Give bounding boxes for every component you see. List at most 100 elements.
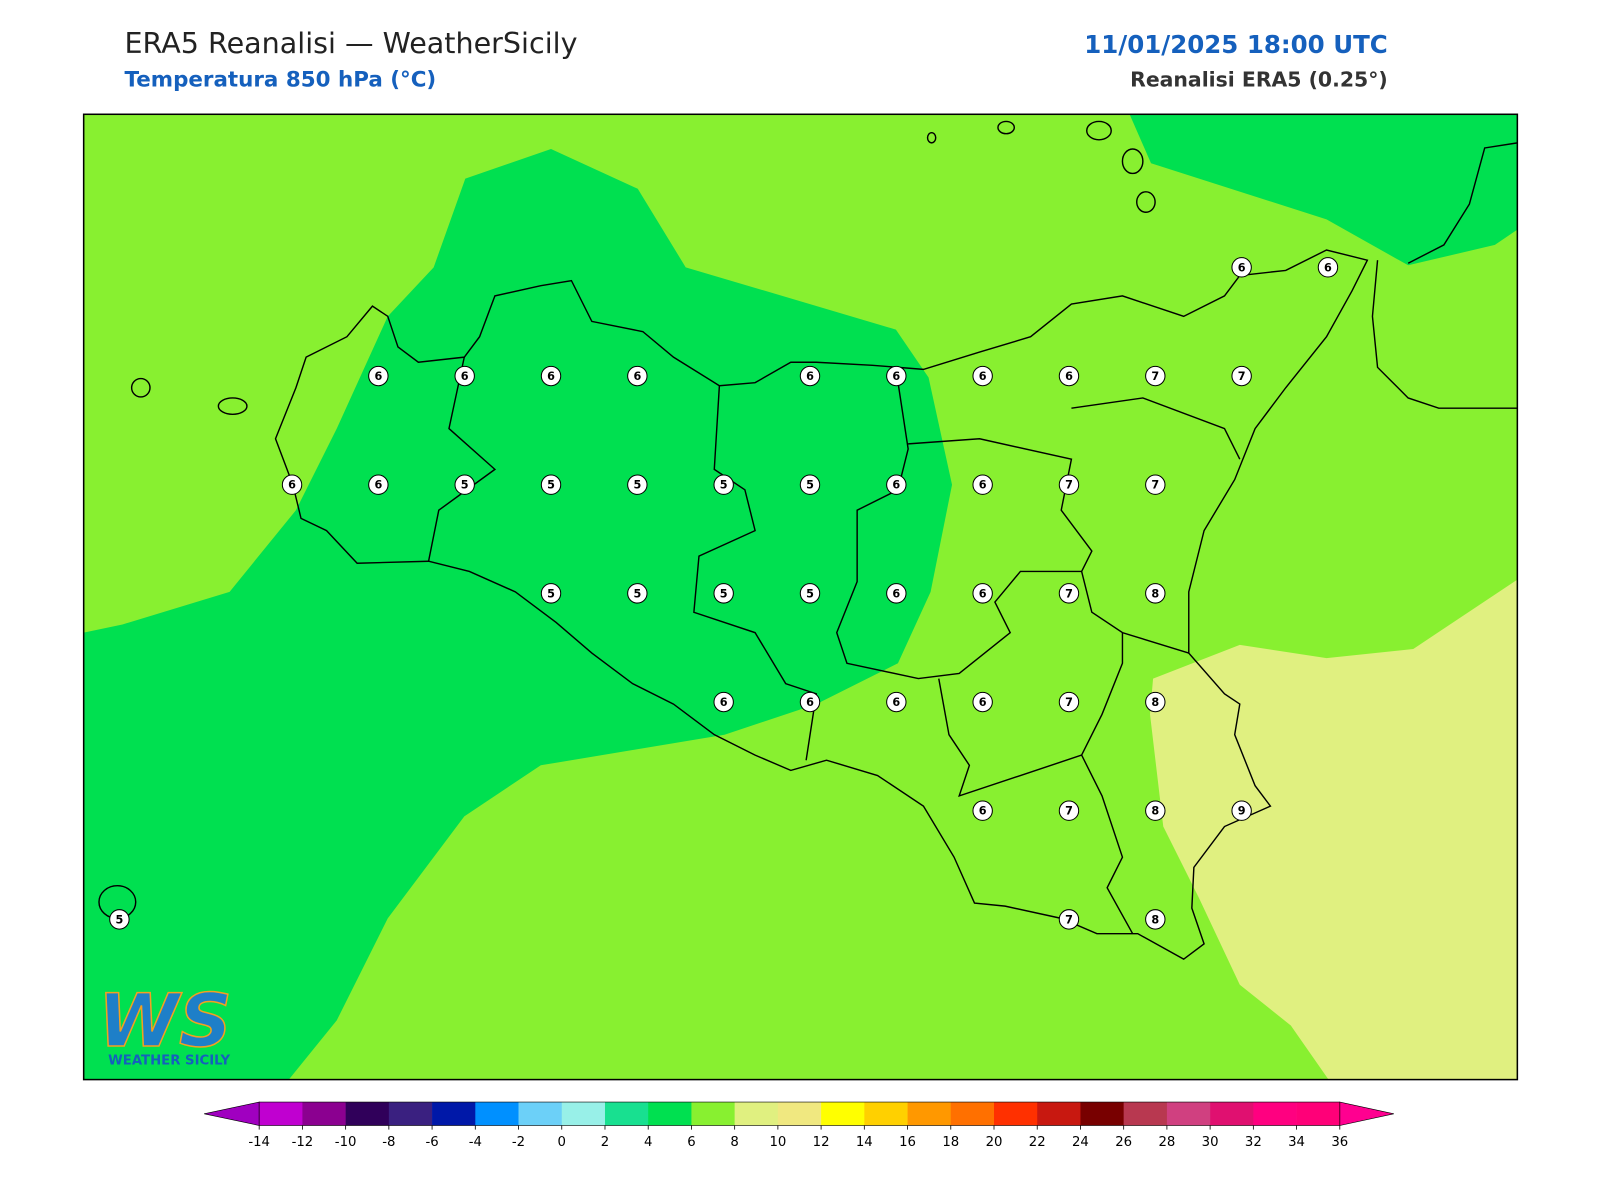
station-value: 7 (1151, 479, 1159, 492)
station-value: 6 (979, 587, 987, 600)
station: 7 (1058, 800, 1080, 821)
colorbar-bin (259, 1102, 303, 1126)
station-dot (886, 474, 907, 495)
station-dot (1058, 474, 1080, 495)
station-value: 6 (806, 696, 814, 709)
island (997, 120, 1015, 135)
station-value: 5 (115, 913, 123, 926)
station-value: 9 (1238, 805, 1246, 818)
colorbar-bin (994, 1102, 1038, 1126)
colorbar-tick-label: 14 (856, 1135, 873, 1150)
colorbar-bin (1210, 1102, 1254, 1126)
logo-mark: WS (98, 979, 232, 1064)
station: 7 (1145, 474, 1166, 495)
station-value: 6 (461, 370, 469, 383)
colorbar-tick-label: -14 (248, 1135, 270, 1150)
station-dot (109, 909, 130, 930)
station-dot (281, 474, 303, 495)
station-value: 5 (633, 479, 641, 492)
station: 6 (627, 365, 648, 387)
station-dot (1231, 365, 1252, 387)
station: 6 (281, 474, 303, 495)
station-value: 5 (547, 479, 555, 492)
colorbar-bin (907, 1102, 952, 1126)
island (1136, 191, 1156, 213)
island (1086, 120, 1112, 141)
station-value: 7 (1065, 913, 1073, 926)
station-value: 6 (979, 805, 987, 818)
station-dot (799, 474, 821, 495)
station-value: 6 (374, 370, 382, 383)
colorbar-bin (388, 1102, 433, 1126)
colorbar-bin (1123, 1102, 1168, 1126)
station: 6 (454, 365, 475, 387)
colorbar-tick-label: -8 (382, 1135, 395, 1150)
colorbar-tick-label: 10 (769, 1135, 786, 1150)
station-value: 6 (892, 587, 900, 600)
station-dot (368, 474, 389, 495)
colorbar-bin (475, 1102, 519, 1126)
station-value: 5 (806, 479, 814, 492)
station-dot (540, 474, 562, 495)
station-value: 7 (1065, 479, 1073, 492)
station-dot (799, 691, 821, 713)
station-value: 6 (288, 479, 296, 492)
station-dot (1145, 365, 1166, 387)
station-value: 6 (892, 696, 900, 709)
station: 9 (1231, 800, 1252, 821)
station-dot (713, 474, 734, 495)
coastline (274, 249, 1369, 961)
colorbar-over (1339, 1101, 1394, 1126)
station: 5 (713, 583, 734, 604)
field-zone (1129, 114, 1518, 266)
station: 6 (972, 691, 993, 713)
station-value: 7 (1238, 370, 1246, 383)
station-dot (627, 583, 648, 604)
station: 6 (886, 583, 907, 604)
station-dot (1058, 909, 1080, 930)
station-dot (799, 583, 821, 604)
station: 5 (627, 583, 648, 604)
colorbar-tick-label: 0 (558, 1135, 566, 1150)
station-dot (1145, 909, 1166, 930)
colorbar-tick-label: 16 (899, 1135, 916, 1150)
station: 8 (1145, 800, 1166, 821)
station: 6 (368, 365, 389, 387)
colorbar-tick-label: 32 (1245, 1135, 1262, 1150)
colorbar-tick-label: 30 (1202, 1135, 1219, 1150)
station: 6 (1317, 257, 1339, 278)
station: 6 (368, 474, 389, 495)
colorbar-tick-label: -2 (512, 1135, 525, 1150)
colorbar-tick-label: 28 (1158, 1135, 1175, 1150)
station: 6 (713, 691, 734, 713)
colorbar-tick-label: -4 (469, 1135, 482, 1150)
colorbar-tick-label: 18 (942, 1135, 959, 1150)
colorbar-tick-label: 24 (1072, 1135, 1089, 1150)
station: 6 (540, 365, 562, 387)
colorbar: -14 -12 -10 -8 -6 -4 -2 0 2 4 6 8 10 12 14 16 18 20 22 24 26… (204, 1101, 1394, 1150)
station-value: 6 (1065, 370, 1073, 383)
station: 7 (1058, 691, 1080, 713)
station-dot (972, 474, 993, 495)
logo-name: WEATHER SICILY (108, 1053, 230, 1068)
station-dot (886, 583, 907, 604)
station-dot (454, 365, 475, 387)
station-value: 8 (1151, 913, 1159, 926)
colorbar-frame (258, 1101, 1341, 1126)
station-value: 8 (1151, 696, 1159, 709)
station-dot (627, 365, 648, 387)
colorbar-bin (864, 1102, 908, 1126)
station-value: 5 (633, 587, 641, 600)
station-dot (972, 583, 993, 604)
title: ERA5 Reanalisi — WeatherSicily (124, 26, 577, 60)
colorbar-tick-label: -12 (292, 1135, 314, 1150)
island (130, 377, 151, 398)
colorbar-tick-label: 2 (601, 1135, 609, 1150)
station: 5 (627, 474, 648, 495)
station-dot (1317, 257, 1339, 278)
station: 6 (886, 691, 907, 713)
station: 6 (972, 365, 993, 387)
station-value: 6 (374, 479, 382, 492)
